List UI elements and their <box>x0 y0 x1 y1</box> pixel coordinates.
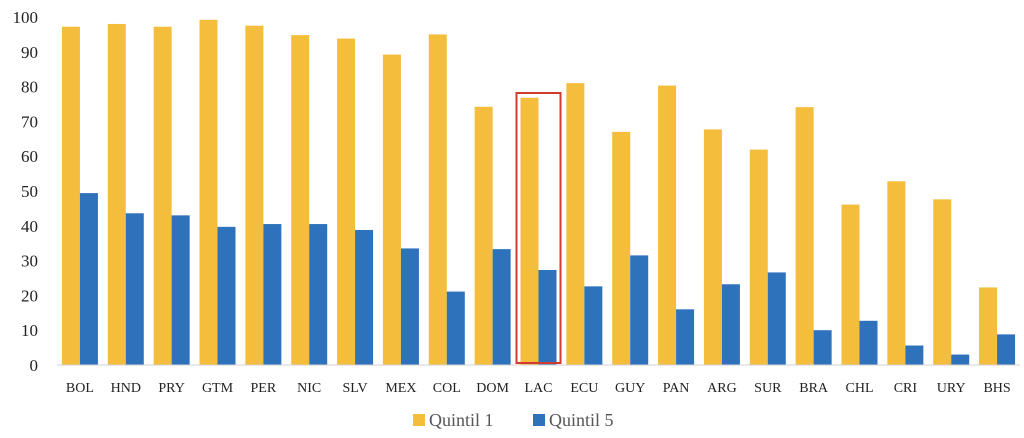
bar-quintil-5-sur <box>767 272 786 365</box>
x-tick-label-hnd: HND <box>111 381 141 396</box>
x-tick-label-nic: NIC <box>297 381 321 396</box>
y-tick-label-40: 40 <box>21 217 38 236</box>
bar-quintil-1-bra <box>795 107 814 365</box>
bar-quintil-1-pry <box>153 26 172 366</box>
bar-quintil-5-dom <box>492 249 511 365</box>
bar-quintil-1-hnd <box>107 23 126 366</box>
x-tick-label-ecu: ECU <box>570 381 598 396</box>
y-tick-label-80: 80 <box>21 78 38 97</box>
x-tick-label-per: PER <box>251 381 277 396</box>
bar-quintil-1-nic <box>291 35 310 365</box>
x-tick-label-sur: SUR <box>754 381 782 396</box>
bar-quintil-5-bra <box>813 330 832 365</box>
bar-quintil-5-bhs <box>997 334 1016 365</box>
bar-quintil-1-dom <box>474 106 493 365</box>
bar-quintil-5-pan <box>676 309 695 365</box>
y-tick-label-60: 60 <box>21 147 38 166</box>
x-tick-label-pan: PAN <box>663 381 690 396</box>
bar-quintil-5-arg <box>721 284 740 365</box>
bar-quintil-5-pry <box>171 215 190 365</box>
x-tick-label-cri: CRI <box>894 381 918 396</box>
bar-quintil-5-cri <box>905 345 924 365</box>
x-tick-label-chl: CHL <box>846 381 874 396</box>
x-tick-label-arg: ARG <box>707 381 737 396</box>
bar-quintil-1-ury <box>933 199 952 365</box>
bar-quintil-1-arg <box>703 129 722 365</box>
y-tick-label-30: 30 <box>21 252 38 271</box>
bar-quintil-5-lac <box>538 270 557 365</box>
x-tick-label-bra: BRA <box>799 381 829 396</box>
bar-quintil-5-guy <box>630 255 649 365</box>
bar-quintil-5-nic <box>309 224 328 365</box>
bar-quintil-5-chl <box>859 320 878 365</box>
y-tick-label-90: 90 <box>21 43 38 62</box>
x-tick-label-bol: BOL <box>66 381 94 396</box>
x-tick-label-ury: URY <box>937 381 966 396</box>
bar-quintil-1-ecu <box>566 83 585 366</box>
bar-quintil-1-bhs <box>979 287 998 365</box>
bar-quintil-1-per <box>245 25 264 365</box>
bar-quintil-1-pan <box>658 85 677 365</box>
bar-quintil-5-per <box>263 224 282 365</box>
legend-swatch-quintil-1 <box>413 414 425 426</box>
y-tick-label-100: 100 <box>13 8 39 27</box>
y-tick-label-70: 70 <box>21 112 38 131</box>
bar-quintil-1-cri <box>887 181 906 365</box>
y-tick-label-0: 0 <box>30 356 39 375</box>
y-tick-label-50: 50 <box>21 182 38 201</box>
x-tick-label-gtm: GTM <box>202 381 234 396</box>
bar-quintil-1-sur <box>749 149 768 365</box>
x-tick-label-guy: GUY <box>615 381 645 396</box>
bar-quintil-5-ecu <box>584 286 603 365</box>
highlight-box-lac <box>515 92 562 364</box>
x-tick-label-col: COL <box>433 381 461 396</box>
y-tick-label-10: 10 <box>21 321 38 340</box>
bar-quintil-5-ury <box>951 354 970 365</box>
x-tick-label-lac: LAC <box>525 381 553 396</box>
x-tick-label-pry: PRY <box>158 381 184 396</box>
bar-quintil-5-slv <box>355 229 374 365</box>
x-tick-label-slv: SLV <box>342 381 367 396</box>
x-tick-label-bhs: BHS <box>983 381 1010 396</box>
bar-quintil-1-gtm <box>199 19 218 366</box>
legend-label-quintil-5: Quintil 5 <box>549 410 614 430</box>
bar-quintil-5-gtm <box>217 226 236 365</box>
bar-quintil-1-mex <box>382 54 401 365</box>
bar-quintil-1-chl <box>841 204 860 365</box>
legend-label-quintil-1: Quintil 1 <box>429 410 494 430</box>
bar-quintil-1-col <box>428 34 447 366</box>
bar-quintil-1-bol <box>61 26 80 366</box>
x-tick-label-mex: MEX <box>385 381 416 396</box>
bar-quintil-5-mex <box>400 248 419 365</box>
legend-swatch-quintil-5 <box>533 414 545 426</box>
bar-quintil-5-col <box>446 291 465 365</box>
x-tick-label-dom: DOM <box>476 381 509 396</box>
bar-quintil-1-slv <box>337 38 356 365</box>
y-tick-label-20: 20 <box>21 286 38 305</box>
bar-quintil-5-bol <box>79 193 98 365</box>
bar-quintil-1-lac <box>520 97 539 366</box>
bar-quintil-5-hnd <box>125 213 144 365</box>
bar-quintil-1-guy <box>612 131 631 365</box>
